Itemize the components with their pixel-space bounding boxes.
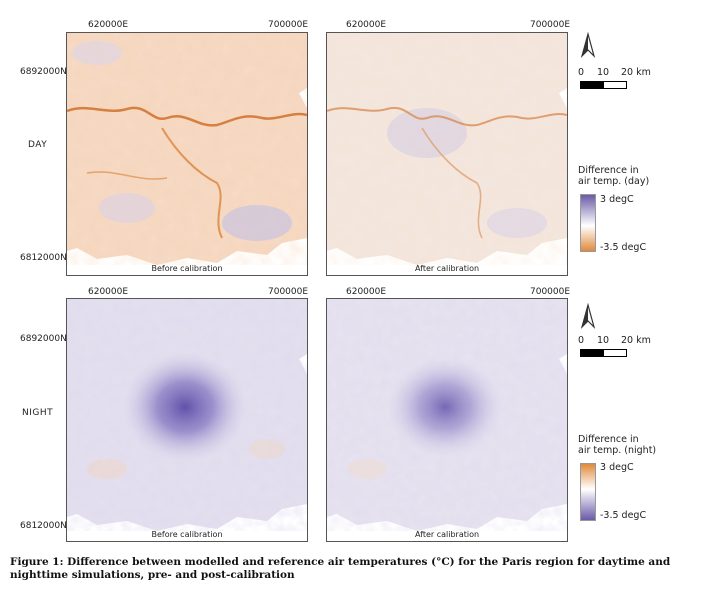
scale-bar xyxy=(580,349,627,357)
legend-min-night: -3.5 degC xyxy=(600,510,647,521)
panel-caption: Before calibration xyxy=(151,264,223,273)
legend-ramp-night xyxy=(580,463,596,521)
north-arrow-icon xyxy=(580,32,596,59)
easting-label-700000: 700000E xyxy=(268,20,309,30)
north-arrow-icon xyxy=(580,303,596,330)
panel-caption: After calibration xyxy=(414,264,480,273)
easting-label-620000: 620000E xyxy=(88,287,129,297)
easting-label-700000: 700000E xyxy=(530,287,571,297)
legend-ramp-day xyxy=(580,194,596,252)
easting-label-700000: 700000E xyxy=(268,287,309,297)
river-marne xyxy=(421,127,483,239)
easting-label-620000: 620000E xyxy=(346,20,387,30)
northing-label-6892000: 6892000N xyxy=(20,334,67,344)
scale-label-20: 20 km xyxy=(621,335,651,346)
map-panel-day-after: After calibration xyxy=(326,32,568,276)
northing-label-6812000: 6812000N xyxy=(20,521,67,531)
easting-label-700000: 700000E xyxy=(530,20,571,30)
northing-label-6812000: 6812000N xyxy=(20,253,67,263)
map-panel-night-before: Before calibration xyxy=(66,298,308,542)
urban-heat-island xyxy=(123,352,247,462)
river-marne xyxy=(161,127,223,239)
scale-label-0: 0 xyxy=(578,67,585,78)
scale-bar xyxy=(580,81,627,89)
panel-caption: Before calibration xyxy=(151,530,223,539)
easting-label-620000: 620000E xyxy=(88,20,129,30)
legend-title-night: Difference in air temp. (night) xyxy=(578,434,657,456)
scale-label-10: 10 xyxy=(597,335,610,346)
map-panel-day-before: Before calibration xyxy=(66,32,308,276)
northing-label-6892000: 6892000N xyxy=(20,67,67,77)
easting-label-620000: 620000E xyxy=(346,287,387,297)
scale-label-20: 20 km xyxy=(621,67,651,78)
legend-max-day: 3 degC xyxy=(600,194,634,205)
urban-heat-island xyxy=(387,357,503,457)
panel-caption: After calibration xyxy=(414,530,480,539)
figure-caption: Figure 1: Difference between modelled an… xyxy=(10,556,671,581)
map-panel-night-after: After calibration xyxy=(326,298,568,542)
scale-label-0: 0 xyxy=(578,335,585,346)
legend-title-day: Difference in air temp. (day) xyxy=(578,165,650,187)
row-label-night: NIGHT xyxy=(22,408,54,418)
legend-max-night: 3 degC xyxy=(600,462,634,473)
scale-label-10: 10 xyxy=(597,67,610,78)
row-label-day: DAY xyxy=(28,140,48,150)
legend-min-day: -3.5 degC xyxy=(600,242,647,253)
river-seine xyxy=(67,106,307,127)
river-seine xyxy=(327,106,567,127)
